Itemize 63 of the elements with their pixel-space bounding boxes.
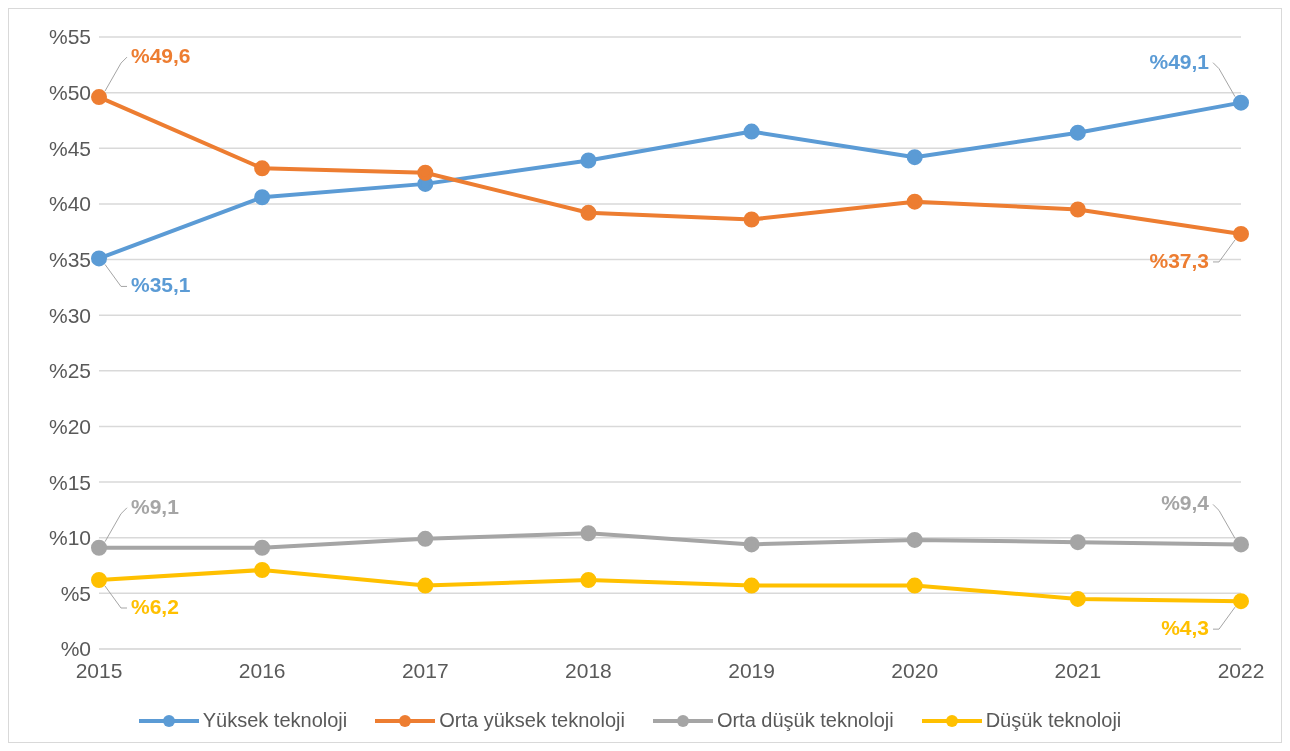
y-tick-label: %25 <box>48 359 91 383</box>
x-tick-label: 2021 <box>1054 658 1102 682</box>
point <box>906 531 923 548</box>
point <box>743 577 760 594</box>
point <box>743 211 760 228</box>
point <box>417 577 434 594</box>
point <box>580 204 597 221</box>
y-tick-label: %35 <box>48 248 91 271</box>
point <box>1233 593 1249 610</box>
data-label: %37,3 <box>1149 248 1209 272</box>
data-label: %9,1 <box>131 494 180 518</box>
point <box>906 193 923 210</box>
y-tick-label: %5 <box>60 581 91 605</box>
x-tick-label: 2017 <box>401 658 449 682</box>
point <box>1069 590 1086 607</box>
point <box>1069 534 1086 551</box>
y-tick-label: %30 <box>48 303 91 327</box>
x-tick-label: 2020 <box>891 658 939 682</box>
data-label: %49,6 <box>131 44 191 68</box>
point <box>743 123 760 140</box>
x-tick-label: 2022 <box>1217 658 1265 682</box>
data-label: %6,2 <box>131 595 179 619</box>
data-label: %9,4 <box>1161 491 1210 515</box>
data-label: %49,1 <box>1149 49 1210 73</box>
point <box>254 189 271 206</box>
y-tick-label: %55 <box>48 25 91 49</box>
point <box>254 160 271 177</box>
point <box>417 164 434 181</box>
point <box>91 572 107 589</box>
data-label: %35,1 <box>131 273 191 297</box>
x-tick-label: 2018 <box>565 658 612 682</box>
point <box>1233 225 1249 242</box>
point <box>1233 94 1249 111</box>
y-tick-label: %0 <box>60 637 91 661</box>
x-tick-label: 2015 <box>75 658 123 682</box>
point <box>1233 536 1249 553</box>
x-tick-label: 2016 <box>238 658 286 682</box>
point <box>580 152 597 169</box>
y-tick-label: %40 <box>48 192 91 216</box>
data-label: %4,3 <box>1161 616 1209 640</box>
point <box>91 539 107 556</box>
y-tick-label: %15 <box>48 470 91 494</box>
point <box>91 250 107 267</box>
point <box>254 562 271 578</box>
point <box>417 530 434 547</box>
legend-label: Yüksek teknoloji <box>202 709 348 732</box>
point <box>254 539 271 556</box>
legend-label: Düşük teknoloji <box>985 709 1122 732</box>
x-tick-label: 2019 <box>728 658 775 682</box>
point <box>906 149 923 166</box>
point <box>1069 124 1086 141</box>
point <box>580 572 597 589</box>
y-tick-label: %20 <box>48 414 91 438</box>
point <box>743 536 760 553</box>
y-tick-label: %45 <box>48 136 91 160</box>
legend-label: Orta yüksek teknoloji <box>439 709 625 732</box>
point <box>1069 201 1086 218</box>
legend-label: Orta düşük teknoloji <box>716 709 894 732</box>
y-tick-label: %10 <box>48 526 91 550</box>
point <box>91 89 107 106</box>
point <box>580 525 597 542</box>
point <box>906 577 923 594</box>
y-tick-label: %50 <box>48 81 91 105</box>
